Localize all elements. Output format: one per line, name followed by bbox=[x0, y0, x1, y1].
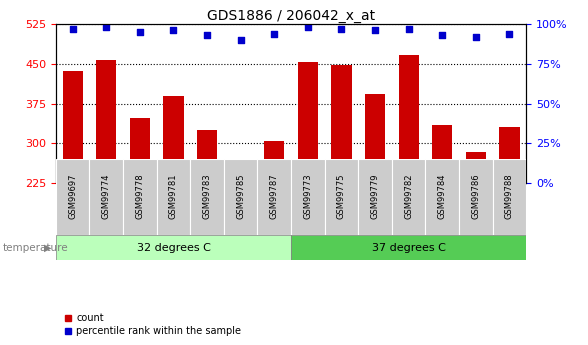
Text: GSM99774: GSM99774 bbox=[102, 174, 111, 219]
Bar bbox=[89, 159, 123, 235]
Point bbox=[68, 26, 78, 32]
Text: GSM99782: GSM99782 bbox=[404, 174, 413, 219]
Text: GSM99786: GSM99786 bbox=[472, 174, 480, 219]
Point bbox=[202, 32, 212, 38]
Bar bbox=[291, 159, 325, 235]
Bar bbox=[258, 159, 291, 235]
Bar bbox=[499, 127, 520, 183]
Bar bbox=[130, 118, 150, 183]
Point bbox=[370, 28, 380, 33]
Text: GSM99784: GSM99784 bbox=[437, 174, 447, 219]
Bar bbox=[399, 55, 419, 183]
Bar bbox=[224, 159, 258, 235]
Bar bbox=[332, 66, 352, 183]
Title: GDS1886 / 206042_x_at: GDS1886 / 206042_x_at bbox=[207, 9, 375, 23]
Text: GSM99783: GSM99783 bbox=[202, 174, 212, 219]
Bar bbox=[191, 159, 224, 235]
Text: 32 degrees C: 32 degrees C bbox=[136, 243, 211, 253]
Bar bbox=[156, 159, 191, 235]
Bar bbox=[392, 159, 426, 235]
Bar bbox=[264, 140, 285, 183]
Bar bbox=[230, 179, 250, 183]
Point bbox=[505, 31, 514, 37]
Point bbox=[169, 28, 178, 33]
Bar bbox=[123, 159, 156, 235]
Text: ▶: ▶ bbox=[44, 243, 52, 253]
Bar bbox=[459, 159, 493, 235]
Point bbox=[236, 37, 245, 43]
Point bbox=[471, 34, 480, 40]
Text: GSM99773: GSM99773 bbox=[303, 174, 312, 219]
Bar bbox=[163, 96, 183, 183]
Bar bbox=[432, 125, 452, 183]
Point bbox=[404, 26, 413, 32]
Bar bbox=[96, 60, 116, 183]
Bar bbox=[298, 62, 318, 183]
Point bbox=[337, 26, 346, 32]
Bar bbox=[62, 71, 83, 183]
Bar bbox=[365, 94, 385, 183]
Point bbox=[135, 29, 145, 35]
Point bbox=[102, 24, 111, 30]
Bar bbox=[56, 235, 291, 260]
Bar bbox=[358, 159, 392, 235]
Text: GSM99775: GSM99775 bbox=[337, 174, 346, 219]
Legend: count, percentile rank within the sample: count, percentile rank within the sample bbox=[61, 309, 245, 340]
Text: GSM99788: GSM99788 bbox=[505, 174, 514, 219]
Point bbox=[437, 32, 447, 38]
Text: GSM99785: GSM99785 bbox=[236, 174, 245, 219]
Point bbox=[303, 24, 313, 30]
Bar bbox=[197, 130, 217, 183]
Text: GSM99787: GSM99787 bbox=[270, 174, 279, 219]
Bar bbox=[493, 159, 526, 235]
Bar bbox=[426, 159, 459, 235]
Point bbox=[269, 31, 279, 37]
Text: temperature: temperature bbox=[3, 243, 69, 253]
Text: GSM99778: GSM99778 bbox=[135, 174, 145, 219]
Bar bbox=[325, 159, 358, 235]
Text: GSM99781: GSM99781 bbox=[169, 174, 178, 219]
Text: GSM99779: GSM99779 bbox=[370, 174, 380, 219]
Text: GSM99697: GSM99697 bbox=[68, 174, 77, 219]
Text: 37 degrees C: 37 degrees C bbox=[372, 243, 446, 253]
Bar bbox=[466, 152, 486, 183]
Bar bbox=[291, 235, 526, 260]
Bar bbox=[56, 159, 89, 235]
